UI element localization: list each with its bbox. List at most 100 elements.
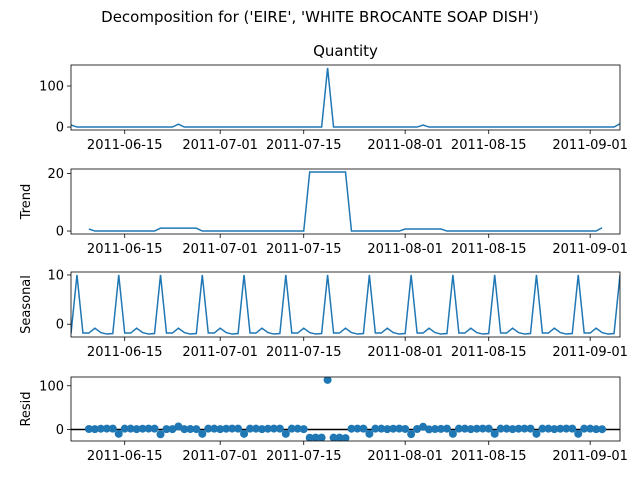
point (293, 424, 302, 433)
axes-frame (70, 168, 621, 235)
point (251, 424, 260, 433)
point (84, 424, 93, 433)
point (311, 433, 320, 441)
point (114, 429, 123, 438)
point (508, 425, 517, 434)
point (598, 425, 607, 434)
point (132, 425, 141, 434)
point (186, 425, 195, 434)
x-tick-label: 2011-07-01 (182, 449, 258, 464)
point (120, 424, 129, 433)
y-tick-label: 10 (47, 268, 64, 283)
point (371, 424, 380, 433)
point (556, 424, 565, 433)
point (448, 429, 457, 438)
point (442, 424, 451, 433)
point (240, 429, 249, 438)
point (472, 424, 481, 433)
point (246, 424, 255, 433)
point (168, 425, 177, 434)
point (174, 422, 183, 431)
x-tick-label: 2011-08-01 (367, 449, 443, 464)
axes-frame (70, 271, 621, 338)
point (460, 424, 469, 433)
axes-title: Quantity (313, 42, 378, 60)
line (71, 274, 620, 335)
point (299, 425, 308, 434)
x-tick-label: 2011-07-15 (266, 345, 342, 360)
x-tick-label: 2011-07-01 (182, 345, 258, 360)
point (454, 424, 463, 433)
point (550, 425, 559, 434)
point (275, 424, 284, 433)
point (198, 429, 207, 438)
point (162, 425, 171, 434)
point (377, 424, 386, 433)
y-tick-label: 0 (56, 121, 64, 136)
point (108, 424, 117, 433)
point (126, 424, 135, 433)
point (257, 425, 266, 434)
x-tick-label: 2011-09-01 (552, 449, 628, 464)
x-tick-label: 2011-06-15 (87, 345, 163, 360)
point (466, 425, 475, 434)
point (192, 425, 201, 434)
y-tick-label: 20 (47, 167, 64, 182)
point (425, 425, 434, 434)
point (341, 434, 350, 441)
x-tick-label: 2011-07-15 (266, 449, 342, 464)
point (329, 433, 338, 441)
point (484, 424, 493, 433)
point (562, 424, 571, 433)
y-axis-label: Resid (19, 391, 34, 426)
x-tick-label: 2011-08-01 (367, 242, 443, 257)
x-tick-label: 2011-09-01 (552, 138, 628, 153)
y-tick-label: 0 (56, 318, 64, 333)
x-tick-label: 2011-06-15 (87, 138, 163, 153)
axes-frame (70, 64, 621, 131)
point (478, 424, 487, 433)
point (102, 424, 111, 433)
y-tick-label: 0 (56, 225, 64, 240)
x-tick-label: 2011-09-01 (552, 345, 628, 360)
x-tick-label: 2011-08-01 (367, 138, 443, 153)
point (436, 424, 445, 433)
axes-frame (70, 376, 621, 442)
point (347, 424, 356, 433)
point (96, 424, 105, 433)
x-tick-label: 2011-07-01 (182, 138, 258, 153)
line (71, 67, 620, 128)
point (592, 425, 601, 434)
point (353, 424, 362, 433)
point (335, 433, 344, 441)
x-tick-label: 2011-08-15 (451, 242, 527, 257)
point (281, 429, 290, 438)
point (574, 429, 583, 438)
point (389, 424, 398, 433)
x-tick-label: 2011-08-15 (451, 449, 527, 464)
point (383, 425, 392, 434)
point (401, 424, 410, 433)
y-tick-label: 0 (56, 423, 64, 438)
figure-title: Decomposition for ('EIRE', 'WHITE BROCAN… (101, 8, 539, 26)
point (526, 424, 535, 433)
x-tick-label: 2011-09-01 (552, 242, 628, 257)
point (502, 424, 511, 433)
y-tick-label: 100 (39, 80, 64, 95)
point (544, 424, 553, 433)
point (365, 429, 374, 438)
point (138, 424, 147, 433)
point (407, 430, 416, 439)
point (287, 424, 296, 433)
point (490, 429, 499, 438)
point (538, 424, 547, 433)
point (496, 424, 505, 433)
point (317, 433, 326, 441)
x-tick-label: 2011-07-15 (266, 138, 342, 153)
y-axis-label: Trend (19, 184, 34, 221)
point (269, 424, 278, 433)
point (580, 424, 589, 433)
point (228, 424, 237, 433)
